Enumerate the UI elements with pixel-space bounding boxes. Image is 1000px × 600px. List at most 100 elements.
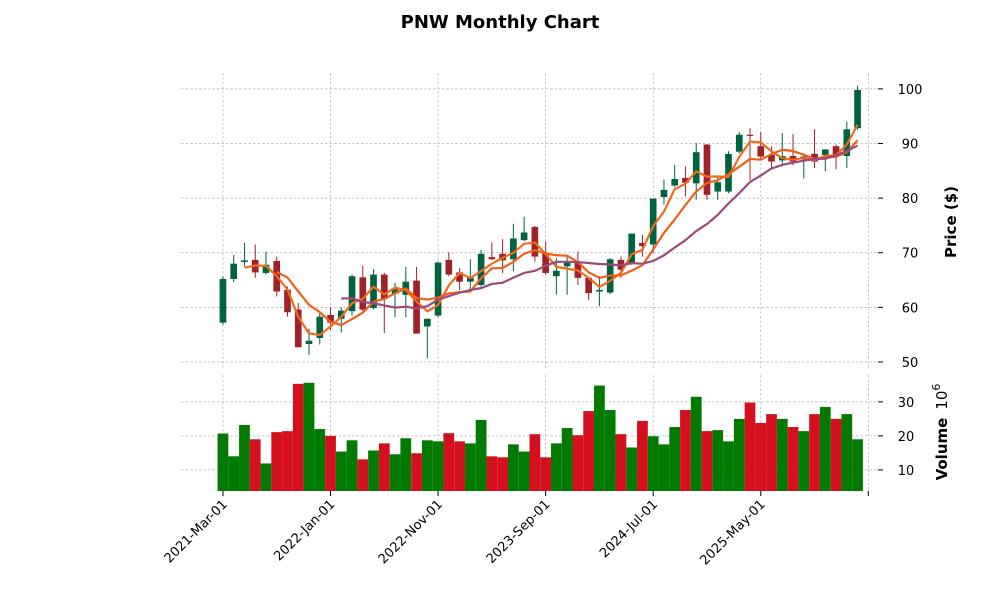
candle-body (316, 316, 324, 338)
x-tick-label: 2023-Sep-01 (484, 497, 554, 567)
volume-bar (809, 414, 820, 491)
candle (434, 261, 442, 318)
candle-body (520, 232, 528, 241)
volume-exponent: 6 (930, 384, 943, 391)
volume-panel: 10 20 30 (181, 375, 914, 491)
candle (467, 259, 474, 292)
candle (854, 85, 861, 130)
candle-body (477, 253, 485, 285)
candle (219, 276, 227, 325)
x-tick-label: 2022-Nov-01 (376, 497, 446, 567)
candle-body (510, 238, 517, 260)
volume-bar (766, 414, 777, 491)
price-tick-label: 90 (902, 137, 919, 152)
candle (380, 272, 388, 334)
volume-bar (540, 457, 552, 491)
candle-body (757, 146, 765, 157)
candle (456, 268, 463, 290)
volume-bar (637, 420, 648, 491)
volume-tick-label: 10 (898, 464, 915, 479)
candle (671, 164, 679, 188)
candle-body (423, 318, 431, 327)
candle-body (488, 257, 496, 260)
candle (488, 242, 496, 260)
candle (262, 251, 270, 275)
candle-body (380, 274, 388, 300)
candle (553, 258, 560, 295)
x-tick-label: 2021-Mar-01 (162, 497, 231, 566)
candle-body (445, 259, 453, 275)
volume-bar (841, 414, 853, 491)
candle-body (768, 154, 775, 162)
candle-body (219, 278, 227, 323)
volume-bar (325, 435, 336, 491)
volume-bar (443, 433, 455, 491)
x-tick-label: 2022-Jan-01 (271, 497, 338, 564)
candle-body (639, 242, 646, 247)
candle (757, 132, 765, 160)
candle-body (327, 315, 334, 323)
volume-bar (615, 434, 627, 491)
candle-body (359, 277, 367, 310)
volume-bar (701, 431, 713, 491)
chart-title: PNW Monthly Chart (401, 12, 600, 33)
candle-body (692, 152, 700, 184)
moving-average-12-line (341, 144, 859, 310)
volume-bar (744, 402, 756, 491)
volume-bar (712, 430, 724, 491)
volume-bar (551, 443, 562, 491)
candle-body (832, 146, 840, 155)
candle-body (811, 153, 818, 162)
candle (294, 302, 302, 348)
candle-body (467, 277, 474, 282)
candle-body (337, 310, 345, 319)
volume-bar (518, 451, 530, 491)
candle (230, 254, 238, 283)
candle-body (660, 189, 668, 198)
candle-body (725, 153, 732, 192)
candle-body (553, 270, 560, 277)
candle (746, 128, 754, 181)
price-tick-label: 60 (902, 301, 919, 316)
x-tick-label: 2024-Jul-01 (597, 497, 661, 561)
volume-axis-label: Volume 106 (930, 384, 951, 481)
candle-body (671, 178, 679, 186)
candle (520, 216, 528, 242)
x-axis: 2021-Mar-01 2022-Jan-01 2022-Nov-01 2023-Se… (162, 491, 869, 568)
volume-bar (658, 444, 670, 491)
candle-body (682, 177, 689, 183)
candle (596, 276, 603, 307)
volume-bar (787, 427, 799, 491)
candle (725, 151, 732, 194)
candle-body (284, 289, 291, 313)
candle-body (434, 262, 442, 316)
candle (811, 129, 818, 169)
price-axis-label: Price ($) (942, 186, 960, 258)
candle (477, 250, 485, 287)
candle (423, 318, 431, 359)
volume-bar (454, 441, 465, 491)
volume-bar (260, 463, 272, 491)
volume-bar (798, 431, 810, 491)
volume-bar (497, 457, 508, 491)
volume-bar (239, 425, 250, 491)
candle-body (585, 277, 592, 294)
volume-bar (389, 454, 401, 491)
volume-bar (819, 406, 831, 491)
volume-bar (303, 382, 315, 491)
volume-bar (432, 441, 444, 491)
candle (316, 312, 324, 345)
volume-bar (486, 456, 498, 491)
candle-body (305, 340, 313, 344)
candle-body (649, 198, 657, 245)
volume-tick-label: 30 (898, 396, 915, 411)
volume-bar (411, 453, 422, 491)
candle-body (241, 260, 248, 263)
volume-bar (733, 418, 745, 491)
candle-body (854, 89, 861, 129)
candle-body (563, 262, 571, 267)
volume-bar (217, 433, 229, 491)
candle (563, 256, 571, 295)
price-tick-label: 70 (902, 247, 919, 262)
